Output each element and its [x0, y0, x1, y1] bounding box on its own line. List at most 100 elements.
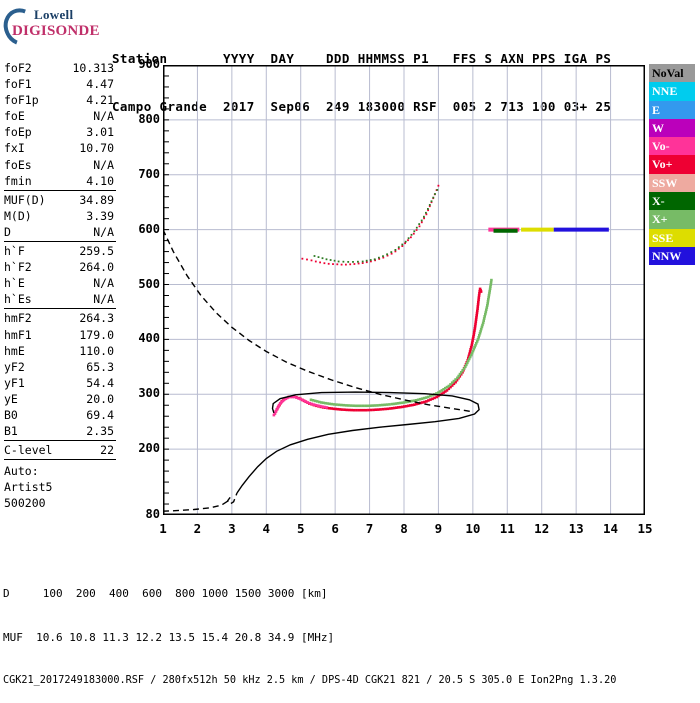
legend-item-nnw[interactable]: NNW [649, 246, 695, 266]
param-row-b1: B1 2.35 [2, 423, 118, 439]
footer-d-row: D 100 200 400 600 800 1000 1500 3000 [km… [3, 587, 328, 600]
param-key: h`F [4, 244, 25, 259]
param-divider [4, 459, 116, 461]
param-value: 10.70 [79, 141, 114, 156]
x-tick-label: 4 [262, 521, 271, 536]
param-value: N/A [93, 224, 114, 239]
footer-file-row: CGK21_2017249183000.RSF / 280fx512h 50 k… [3, 675, 617, 686]
y-tick-label: 900 [138, 57, 160, 71]
y-tick-label: 600 [138, 221, 160, 236]
param-row-foes: foEs N/A [2, 157, 118, 173]
y-tick-label: 200 [138, 441, 160, 456]
legend-item-vo[interactable]: Vo+ [649, 155, 695, 174]
x-tick-label: 6 [331, 521, 339, 536]
auto-line: Artist5 [4, 480, 53, 495]
legend-item-x[interactable]: X+ [649, 210, 695, 229]
legend-item-ssw[interactable]: SSW [649, 173, 695, 193]
y-tick-label: 80 [145, 507, 160, 521]
param-row-clevel: C-level 22 [2, 442, 118, 458]
param-row-fof1p: foF1p 4.21 [2, 92, 118, 108]
param-value: 22 [100, 443, 114, 458]
param-value: 4.21 [86, 93, 114, 108]
param-row-hf2: h`F2 264.0 [2, 259, 118, 275]
param-divider [4, 308, 116, 310]
param-row-he: h`E N/A [2, 275, 118, 291]
polarization-legend[interactable]: NoVal NNE E W Vo- Vo+ SSW X- X+ SSE NNW [649, 64, 695, 266]
param-row-hmf2: hmF2 264.3 [2, 310, 118, 326]
series-8 [163, 492, 238, 512]
param-key: C-level [4, 443, 53, 458]
param-value: 65.3 [86, 359, 114, 374]
param-value: 3.01 [86, 125, 114, 140]
ionogram-plot-area[interactable] [163, 65, 645, 515]
series-7 [236, 391, 480, 494]
series-3 [301, 184, 440, 266]
param-value: 34.89 [79, 192, 114, 207]
legend-item-x[interactable]: X- [649, 192, 695, 211]
x-axis-labels: 1 2 3 4 5 6 7 8 9 10 11 12 13 14 15 [140, 521, 670, 541]
param-row-fof2: foF2 10.313 [2, 60, 118, 76]
lowell-digisonde-logo: Lowell DIGISONDE [0, 2, 108, 52]
param-key: B1 [4, 424, 18, 439]
y-tick-label: 500 [138, 276, 160, 291]
header-value-row: Campo Grande 2017 Sep06 249 183000 RSF 0… [112, 99, 612, 114]
series-1 [309, 278, 493, 408]
legend-item-e[interactable]: E [649, 100, 695, 119]
param-key: foE [4, 109, 25, 124]
param-key: yE [4, 391, 18, 406]
param-row-md: M(D) 3.39 [2, 208, 118, 224]
grid-lines [163, 65, 645, 515]
param-row-hme: hmE 110.0 [2, 343, 118, 359]
param-value: N/A [93, 276, 114, 291]
param-key: foF2 [4, 61, 32, 75]
param-key: hmF1 [4, 327, 32, 342]
param-row-yf1: yF1 54.4 [2, 375, 118, 391]
param-value: 264.3 [79, 311, 114, 326]
series-4 [313, 189, 439, 263]
x-tick-label: 9 [434, 521, 443, 536]
legend-item-nne[interactable]: NNE [649, 82, 695, 101]
param-key: M(D) [4, 208, 32, 223]
x-tick-label: 2 [193, 521, 202, 536]
param-value: 4.47 [86, 77, 114, 92]
legend-item-sse[interactable]: SSE [649, 228, 695, 247]
param-row-fxi: fxI 10.70 [2, 140, 118, 156]
param-key: foEp [4, 125, 32, 140]
param-key: foF1 [4, 77, 32, 92]
x-tick-label: 1 [159, 521, 167, 536]
plot-frame [163, 65, 645, 515]
legend-item-w[interactable]: W [649, 118, 695, 138]
param-divider [4, 241, 116, 243]
param-value: N/A [93, 157, 114, 172]
param-key: B0 [4, 407, 18, 422]
param-row-hmf1: hmF1 179.0 [2, 327, 118, 343]
legend-item-noval[interactable]: NoVal [649, 64, 695, 83]
param-key: hmE [4, 343, 25, 358]
param-row-foep: foEp 3.01 [2, 124, 118, 140]
x-tick-label: 10 [465, 521, 481, 536]
param-row-foe: foE N/A [2, 108, 118, 124]
ionogram-svg [163, 65, 645, 515]
param-value: 3.39 [86, 208, 114, 223]
footer-info: D 100 200 400 600 800 1000 1500 3000 [km… [3, 558, 616, 703]
auto-line: Auto: [4, 464, 39, 479]
x-tick-label: 7 [365, 521, 374, 536]
y-tick-label: 400 [138, 331, 160, 346]
param-row-b0: B0 69.4 [2, 407, 118, 423]
param-value: 69.4 [86, 407, 114, 422]
param-row-yf2: yF2 65.3 [2, 359, 118, 375]
logo-lowell-text: Lowell [34, 7, 74, 22]
x-tick-label: 5 [296, 521, 305, 536]
param-key: yF1 [4, 375, 25, 390]
param-key: hmF2 [4, 311, 32, 326]
legend-item-vo[interactable]: Vo- [649, 137, 695, 156]
param-key: fxI [4, 141, 25, 156]
param-value: 20.0 [86, 391, 114, 406]
param-value: 4.10 [86, 173, 114, 188]
param-key: yF2 [4, 359, 25, 374]
series-5 [488, 227, 609, 233]
x-tick-label: 11 [499, 521, 515, 536]
param-value: N/A [93, 292, 114, 307]
y-tick-label: 700 [138, 166, 160, 181]
x-tick-label: 13 [568, 521, 584, 536]
